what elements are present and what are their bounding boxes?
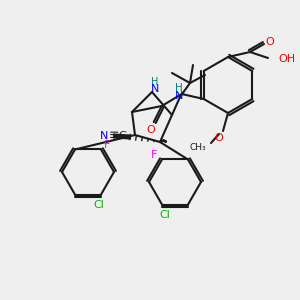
Text: N: N [100, 131, 108, 141]
Text: H: H [151, 77, 159, 87]
Text: F: F [151, 151, 157, 160]
Text: F: F [104, 140, 110, 151]
Text: ≡: ≡ [109, 130, 119, 142]
Text: O: O [146, 125, 155, 135]
Text: N: N [151, 84, 159, 94]
Text: O: O [266, 37, 274, 47]
Text: H: H [175, 83, 183, 93]
Text: N: N [175, 91, 183, 101]
Text: C: C [118, 131, 126, 141]
Text: Cl: Cl [160, 209, 170, 220]
Text: CH₃: CH₃ [189, 142, 206, 152]
Text: O: O [214, 133, 224, 143]
Text: Cl: Cl [94, 200, 104, 209]
Text: OH: OH [278, 54, 295, 64]
